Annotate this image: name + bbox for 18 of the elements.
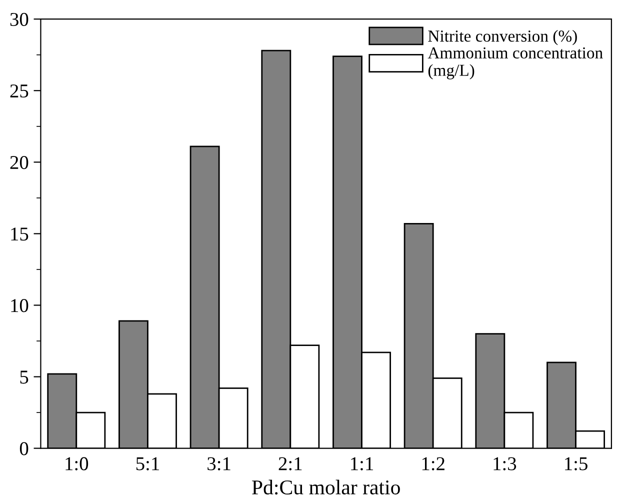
y-tick-label: 15 xyxy=(11,228,28,241)
x-axis-title: Pd:Cu molar ratio xyxy=(252,480,400,495)
y-tick-label: 5 xyxy=(20,370,28,384)
y-tick-label: 30 xyxy=(10,12,28,26)
y-tick-label: 0 xyxy=(20,442,28,456)
x-tick-label: 1:2 xyxy=(422,457,444,470)
y-tick-label: 20 xyxy=(10,156,28,170)
x-tick-label: 1:0 xyxy=(66,457,88,470)
y-tick-label: 10 xyxy=(11,299,28,312)
x-tick-label: 1:1 xyxy=(351,457,374,470)
x-tick-label: 2:1 xyxy=(278,457,302,470)
legend-label: Nitrite conversion (%) xyxy=(428,30,577,46)
legend-label: Ammonium concentration (mg/L) xyxy=(428,47,603,80)
x-tick-label: 1:3 xyxy=(494,457,516,470)
y-tick-label: 25 xyxy=(10,84,28,98)
x-tick-label: 1:5 xyxy=(565,457,588,470)
x-tick-label: 5:1 xyxy=(136,457,159,470)
x-tick-label: 3:1 xyxy=(208,457,230,470)
